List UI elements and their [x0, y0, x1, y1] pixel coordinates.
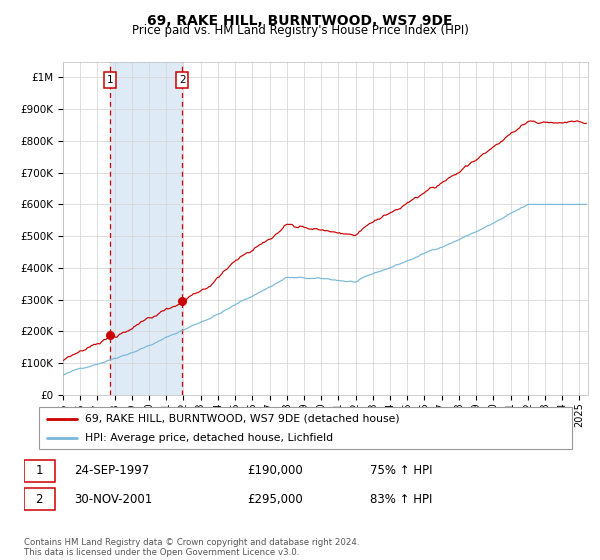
Text: £190,000: £190,000 [247, 464, 303, 477]
Text: HPI: Average price, detached house, Lichfield: HPI: Average price, detached house, Lich… [85, 433, 333, 443]
Text: 83% ↑ HPI: 83% ↑ HPI [370, 493, 433, 506]
Text: 2: 2 [179, 75, 185, 85]
Text: 75% ↑ HPI: 75% ↑ HPI [370, 464, 433, 477]
Text: Contains HM Land Registry data © Crown copyright and database right 2024.
This d: Contains HM Land Registry data © Crown c… [24, 538, 359, 557]
Text: 69, RAKE HILL, BURNTWOOD, WS7 9DE (detached house): 69, RAKE HILL, BURNTWOOD, WS7 9DE (detac… [85, 414, 399, 424]
Text: 30-NOV-2001: 30-NOV-2001 [74, 493, 152, 506]
FancyBboxPatch shape [24, 488, 55, 510]
FancyBboxPatch shape [39, 407, 572, 449]
Bar [110, 62, 182, 395]
FancyBboxPatch shape [24, 460, 55, 482]
Text: 2: 2 [35, 493, 43, 506]
Text: 69, RAKE HILL, BURNTWOOD, WS7 9DE: 69, RAKE HILL, BURNTWOOD, WS7 9DE [147, 14, 453, 28]
Text: 1: 1 [107, 75, 113, 85]
Text: 1: 1 [35, 464, 43, 477]
Text: Price paid vs. HM Land Registry's House Price Index (HPI): Price paid vs. HM Land Registry's House … [131, 24, 469, 37]
Text: 24-SEP-1997: 24-SEP-1997 [74, 464, 149, 477]
Text: £295,000: £295,000 [247, 493, 303, 506]
